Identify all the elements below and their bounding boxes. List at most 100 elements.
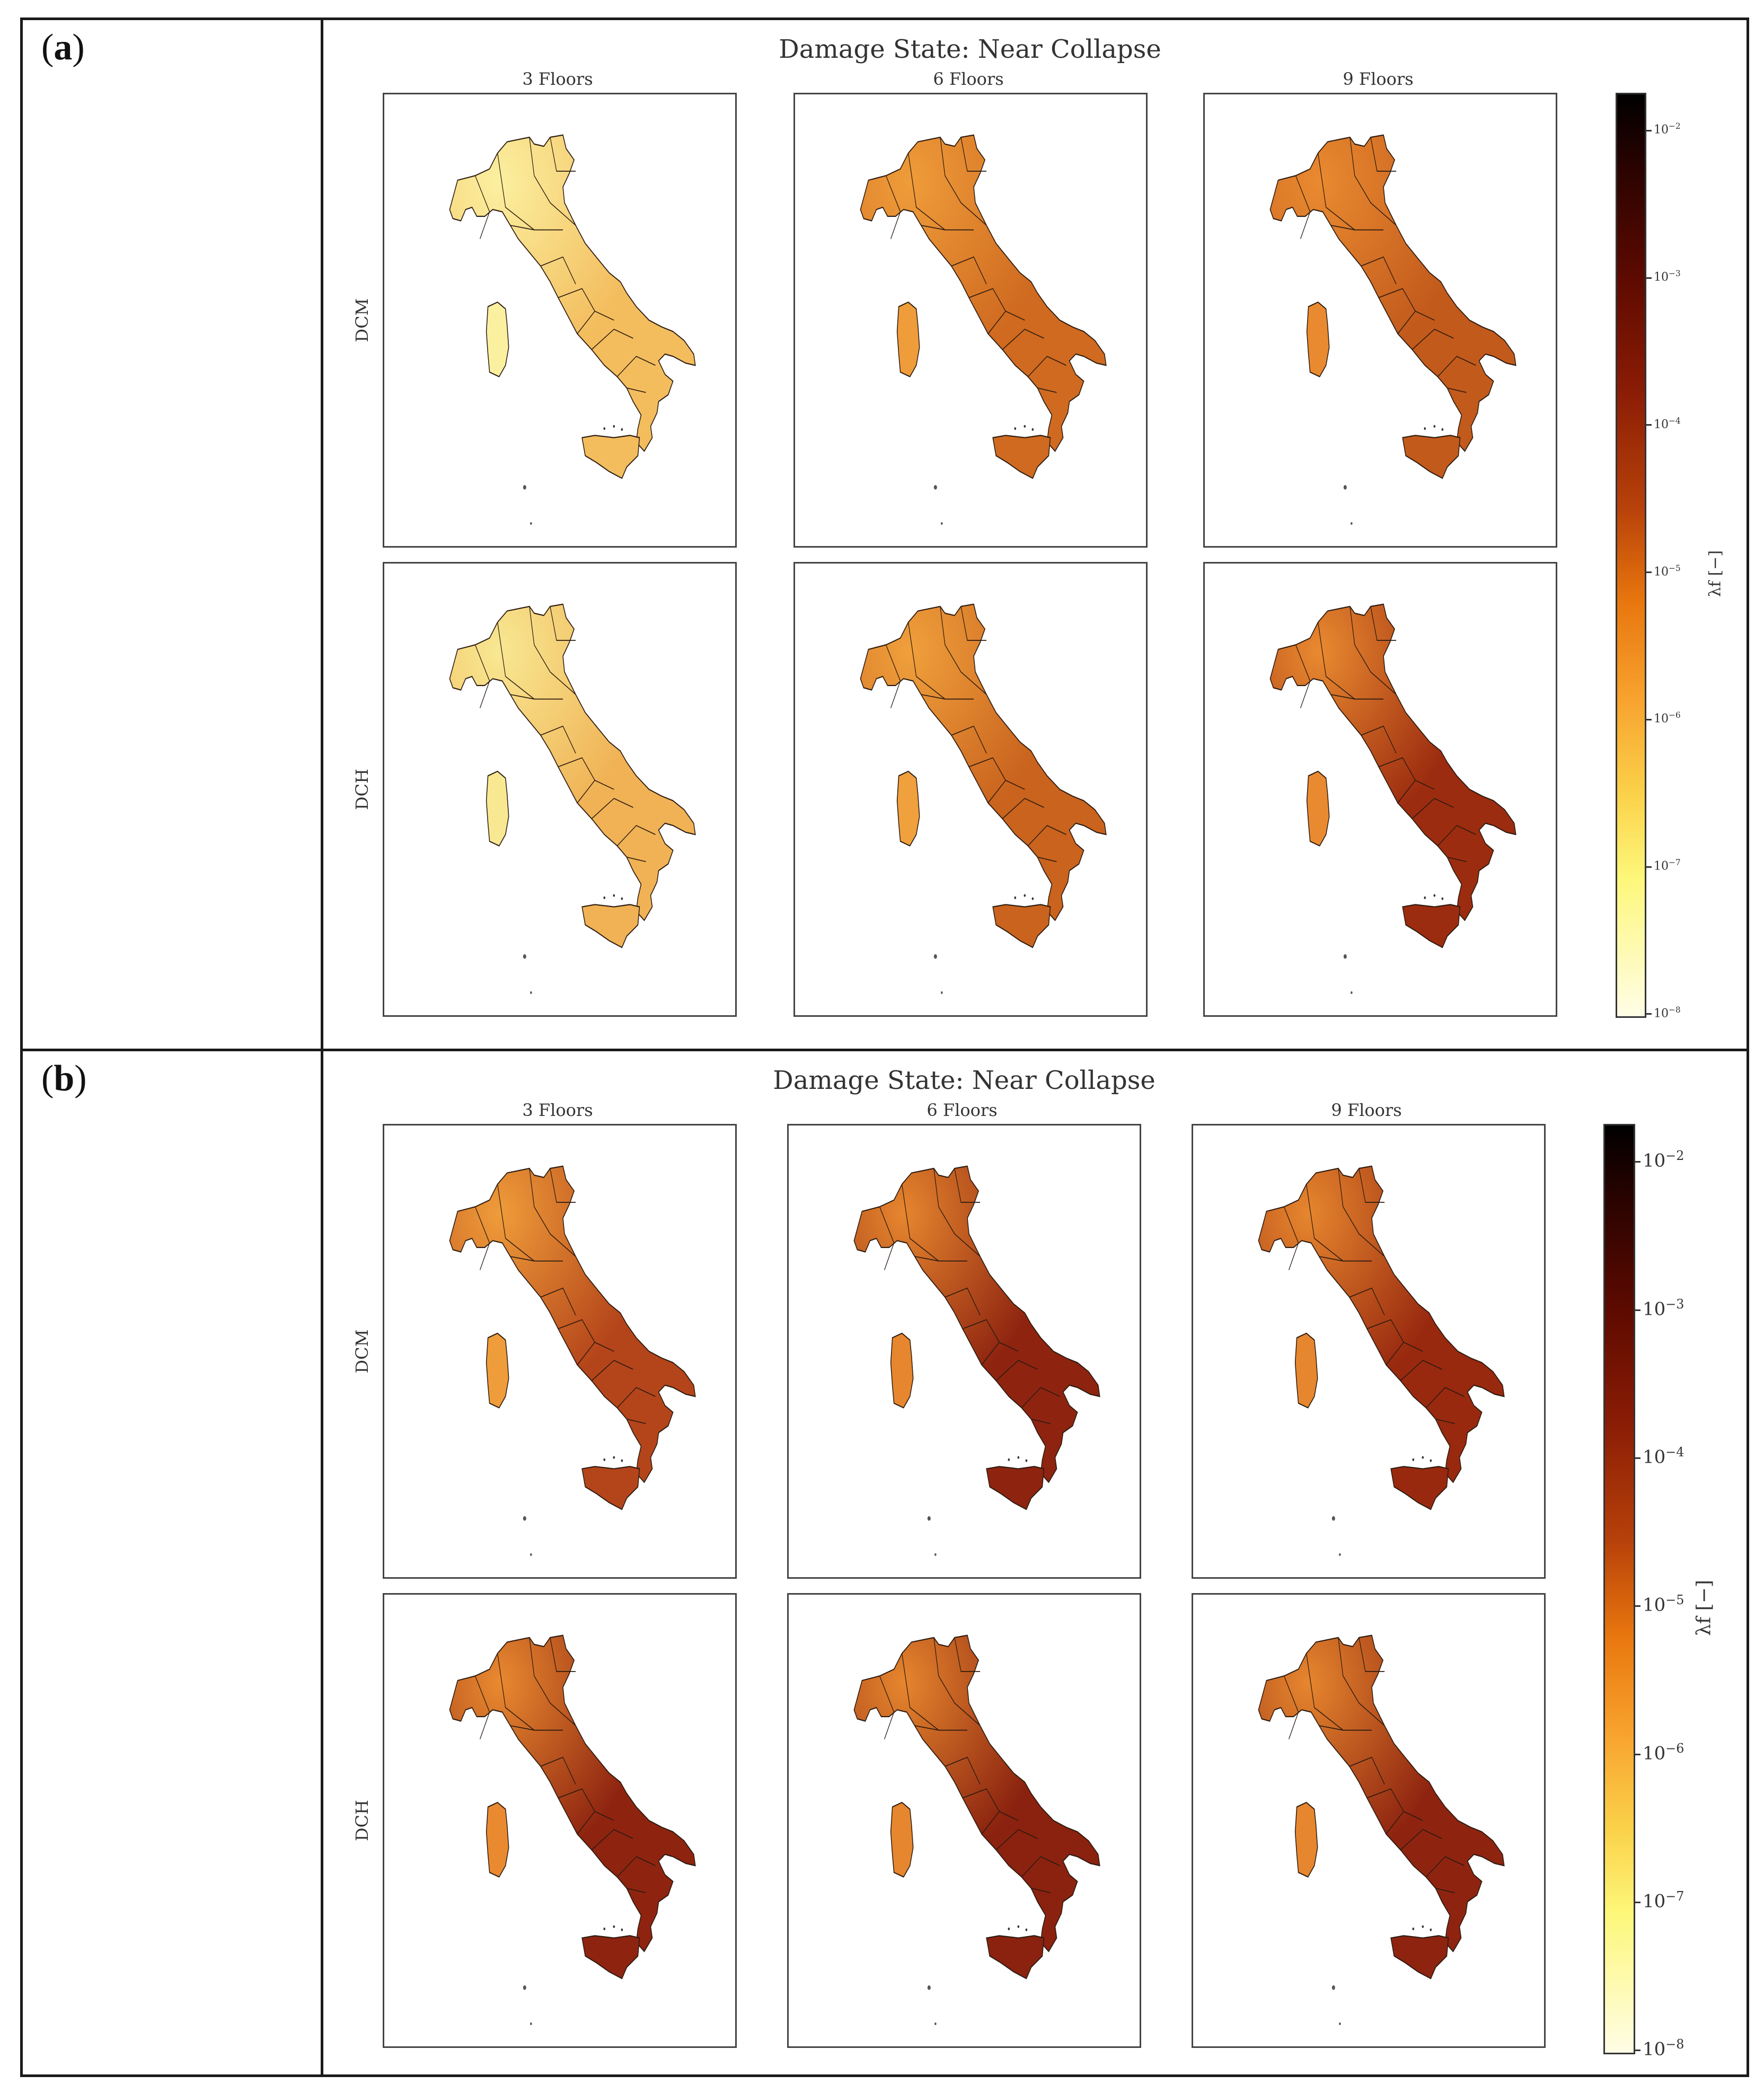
colorbar-tick-label: 10−7 bbox=[1643, 1889, 1684, 1912]
colorbar-tick bbox=[1635, 2050, 1640, 2052]
table-border-right bbox=[1747, 17, 1749, 2077]
colorbar-tick bbox=[1646, 277, 1652, 279]
colorbar-tick bbox=[1635, 1901, 1640, 1903]
colorbar-tick bbox=[1635, 1753, 1640, 1755]
italy-mainland bbox=[860, 134, 1107, 452]
colorbar-tick-label: 10−4 bbox=[1643, 1445, 1684, 1468]
damage-state-title: Damage State: Near Collapse bbox=[773, 1066, 1156, 1095]
colorbar-tick-label: 10−8 bbox=[1654, 1005, 1681, 1021]
italy-mainland bbox=[449, 134, 696, 452]
italy-mainland bbox=[853, 1634, 1100, 1953]
italy-map-icon bbox=[449, 603, 696, 994]
italy-mainland bbox=[449, 603, 696, 921]
italy-map-icon bbox=[860, 134, 1107, 525]
row-label: DCH bbox=[352, 768, 372, 811]
sardinia bbox=[896, 301, 920, 377]
colorbar-tick bbox=[1635, 1605, 1640, 1607]
sardinia bbox=[1306, 770, 1330, 847]
table-border-bottom bbox=[20, 2074, 1749, 2077]
colorbar-tick-label: 10−6 bbox=[1643, 1740, 1684, 1764]
sardinia bbox=[486, 1332, 509, 1409]
colorbar-tick bbox=[1646, 129, 1652, 131]
colorbar-tick bbox=[1635, 1309, 1640, 1311]
sardinia bbox=[1294, 1801, 1318, 1878]
sardinia bbox=[486, 301, 509, 377]
sicily bbox=[581, 1935, 640, 1980]
italy-map-icon bbox=[860, 603, 1107, 994]
colorbar-tick-label: 10−7 bbox=[1654, 858, 1681, 873]
sicily bbox=[992, 904, 1051, 948]
colorbar-tick-label: 10−5 bbox=[1643, 1593, 1684, 1616]
row-label: DCH bbox=[352, 1799, 372, 1842]
colorbar-label: λf [−] bbox=[1693, 1579, 1715, 1636]
italy-map-icon bbox=[853, 1634, 1100, 2025]
italy-map-icon bbox=[449, 134, 696, 525]
table-border-divider bbox=[321, 17, 323, 2077]
italy-mainland bbox=[449, 1165, 696, 1483]
sicily bbox=[986, 1466, 1045, 1510]
colorbar-tick bbox=[1635, 1161, 1640, 1163]
colorbar-tick-label: 10−8 bbox=[1643, 2037, 1684, 2060]
sicily bbox=[1402, 904, 1461, 948]
colorbar-tick-label: 10−3 bbox=[1643, 1296, 1684, 1320]
italy-map-icon bbox=[1258, 1165, 1505, 1556]
map-dch-9-floors bbox=[1203, 562, 1557, 1017]
italy-map-icon bbox=[1269, 134, 1516, 525]
map-dcm-6-floors bbox=[793, 93, 1148, 548]
italy-mainland bbox=[853, 1165, 1100, 1483]
map-dcm-3-floors bbox=[383, 1124, 737, 1579]
sardinia bbox=[896, 770, 920, 847]
column-title: 3 Floors bbox=[522, 69, 593, 89]
map-dcm-9-floors bbox=[1192, 1124, 1546, 1579]
colorbar-tick bbox=[1635, 1457, 1640, 1459]
colorbar-tick-label: 10−6 bbox=[1654, 710, 1681, 726]
sicily bbox=[1390, 1935, 1449, 1980]
panel-label-a: (a) bbox=[41, 27, 85, 68]
map-dch-3-floors bbox=[383, 1593, 737, 2048]
row-label: DCM bbox=[352, 1329, 372, 1374]
map-dch-6-floors bbox=[793, 562, 1148, 1017]
table-border-top bbox=[20, 17, 1749, 20]
sardinia bbox=[1294, 1332, 1318, 1409]
table-border-middle bbox=[20, 1049, 1749, 1051]
map-dch-9-floors bbox=[1192, 1593, 1546, 2048]
sardinia bbox=[486, 770, 509, 847]
damage-state-title: Damage State: Near Collapse bbox=[779, 34, 1161, 64]
column-title: 9 Floors bbox=[1343, 69, 1414, 89]
italy-map-icon bbox=[853, 1165, 1100, 1556]
row-label: DCM bbox=[352, 298, 372, 342]
sicily bbox=[1390, 1466, 1449, 1510]
sardinia bbox=[486, 1801, 509, 1878]
colorbar-tick bbox=[1646, 1013, 1652, 1015]
italy-mainland bbox=[1269, 603, 1516, 921]
italy-mainland bbox=[1269, 134, 1516, 452]
colorbar bbox=[1616, 93, 1646, 1018]
italy-mainland bbox=[449, 1634, 696, 1953]
colorbar-label: λf [−] bbox=[1706, 550, 1725, 597]
column-title: 3 Floors bbox=[522, 1100, 593, 1120]
italy-mainland bbox=[1258, 1634, 1505, 1953]
sicily bbox=[581, 904, 640, 948]
sicily bbox=[581, 1466, 640, 1510]
colorbar-tick bbox=[1646, 718, 1652, 720]
sardinia bbox=[1306, 301, 1330, 377]
italy-map-icon bbox=[1269, 603, 1516, 994]
table-border-left bbox=[20, 17, 23, 2077]
colorbar-tick-label: 10−2 bbox=[1654, 121, 1681, 137]
sardinia bbox=[890, 1332, 914, 1409]
column-title: 6 Floors bbox=[927, 1100, 998, 1120]
sicily bbox=[581, 435, 640, 479]
map-dcm-3-floors bbox=[383, 93, 737, 548]
column-title: 6 Floors bbox=[933, 69, 1004, 89]
map-dcm-9-floors bbox=[1203, 93, 1557, 548]
map-dch-3-floors bbox=[383, 562, 737, 1017]
map-dcm-6-floors bbox=[787, 1124, 1141, 1579]
italy-mainland bbox=[1258, 1165, 1505, 1483]
sicily bbox=[1402, 435, 1461, 479]
colorbar-tick bbox=[1646, 866, 1652, 868]
colorbar-tick-label: 10−2 bbox=[1643, 1148, 1684, 1172]
colorbar bbox=[1603, 1124, 1635, 2054]
italy-map-icon bbox=[449, 1165, 696, 1556]
map-dch-6-floors bbox=[787, 1593, 1141, 2048]
